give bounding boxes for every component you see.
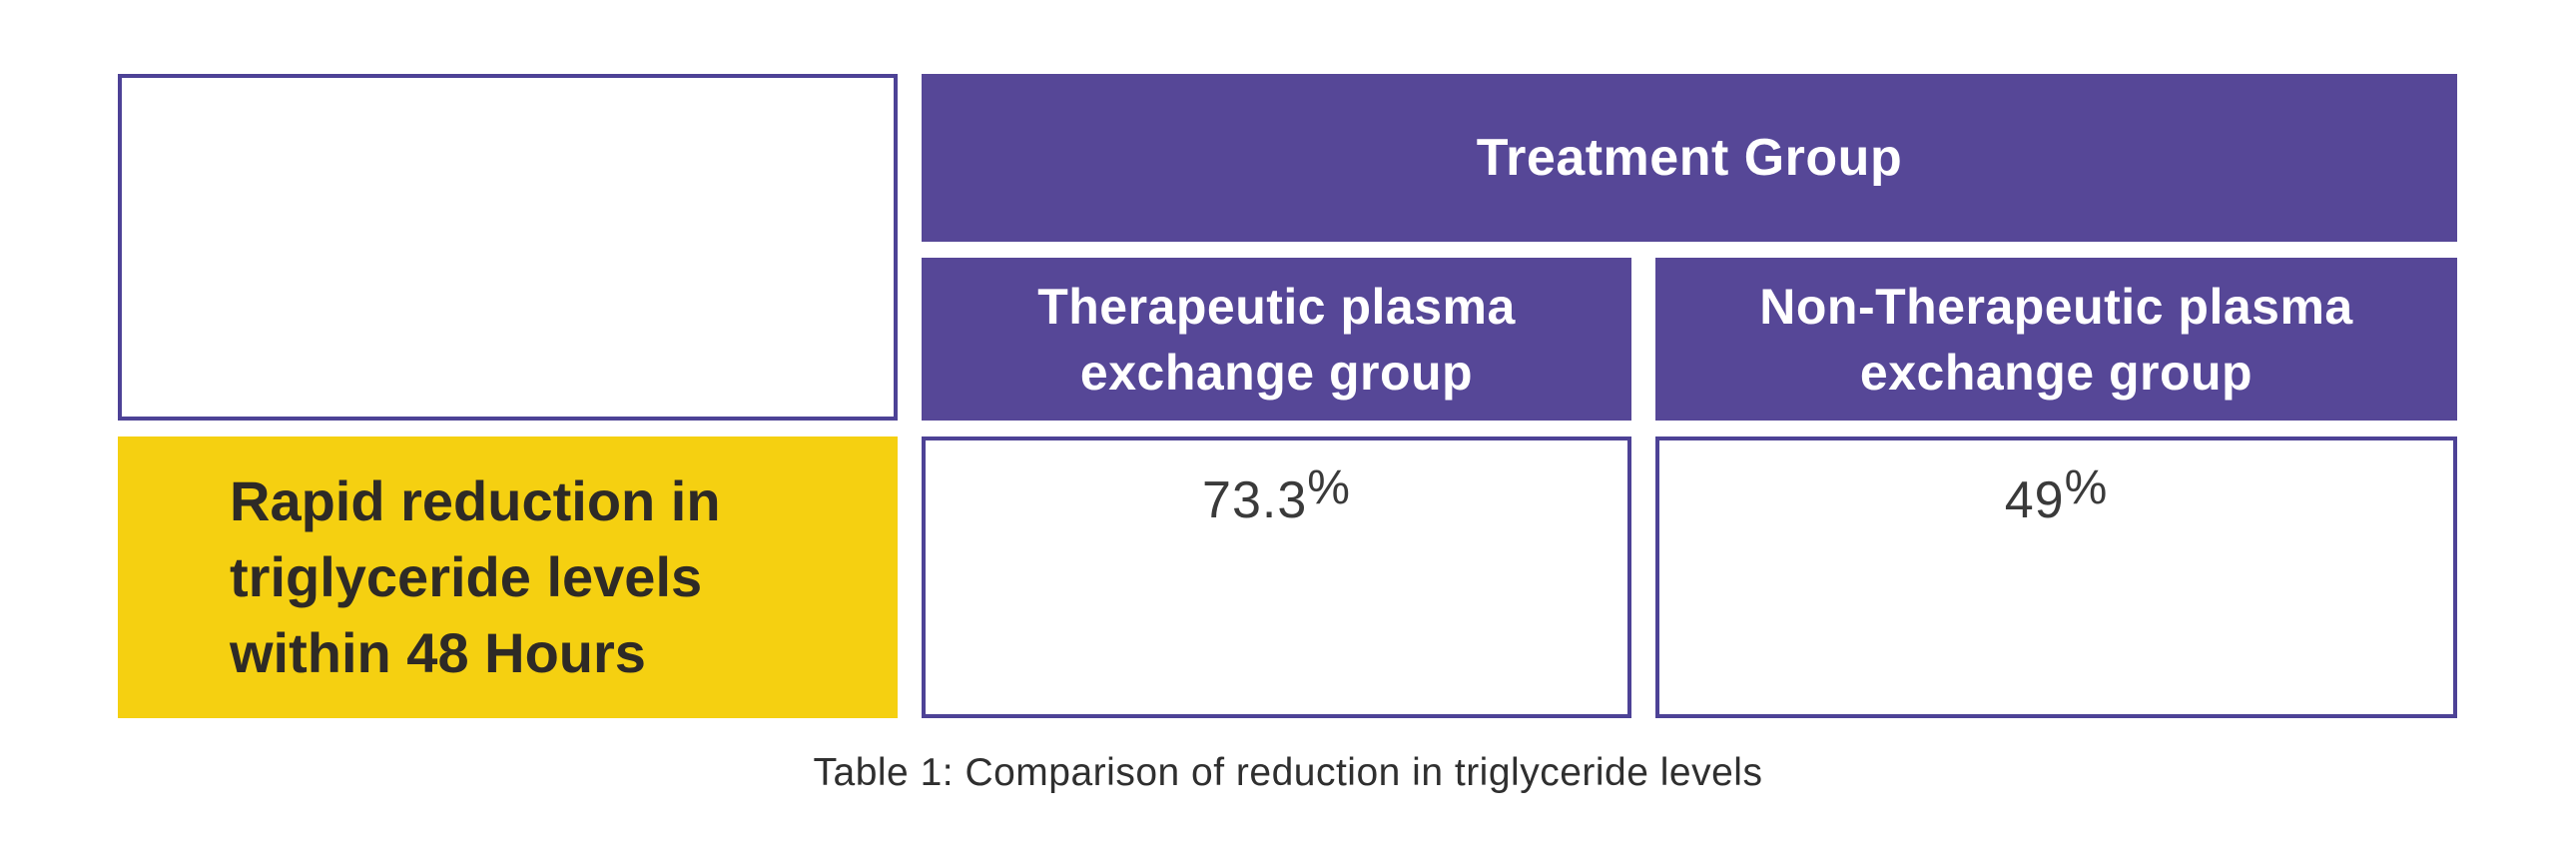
value-number: 49: [2004, 471, 2065, 529]
table-caption: Table 1: Comparison of reduction in trig…: [813, 751, 1763, 794]
column-header-line: exchange group: [1079, 344, 1474, 401]
column-header-line: Therapeutic plasma: [1037, 278, 1516, 335]
row-label-line: within 48 Hours: [230, 621, 646, 684]
column-header-therapeutic: Therapeutic plasma exchange group: [922, 258, 1631, 421]
treatment-group-header: Treatment Group: [922, 74, 2457, 242]
value-cell-non-therapeutic: 49%: [1655, 436, 2457, 718]
row-label-cell: Rapid reduction in triglyceride levels w…: [118, 436, 898, 718]
row-label-line: Rapid reduction in: [230, 469, 721, 532]
column-header-line: Non-Therapeutic plasma: [1759, 278, 2353, 335]
value-cell-therapeutic: 73.3%: [922, 436, 1631, 718]
row-label-line: triglyceride levels: [230, 545, 703, 608]
percent-sign: %: [2064, 461, 2109, 514]
value-number: 73.3: [1202, 471, 1308, 529]
comparison-table: Treatment Group Therapeutic plasma excha…: [118, 74, 2457, 718]
column-header-line: exchange group: [1859, 344, 2254, 401]
column-header-non-therapeutic: Non-Therapeutic plasma exchange group: [1655, 258, 2457, 421]
corner-empty-cell: [118, 74, 898, 421]
percent-sign: %: [1307, 461, 1351, 514]
